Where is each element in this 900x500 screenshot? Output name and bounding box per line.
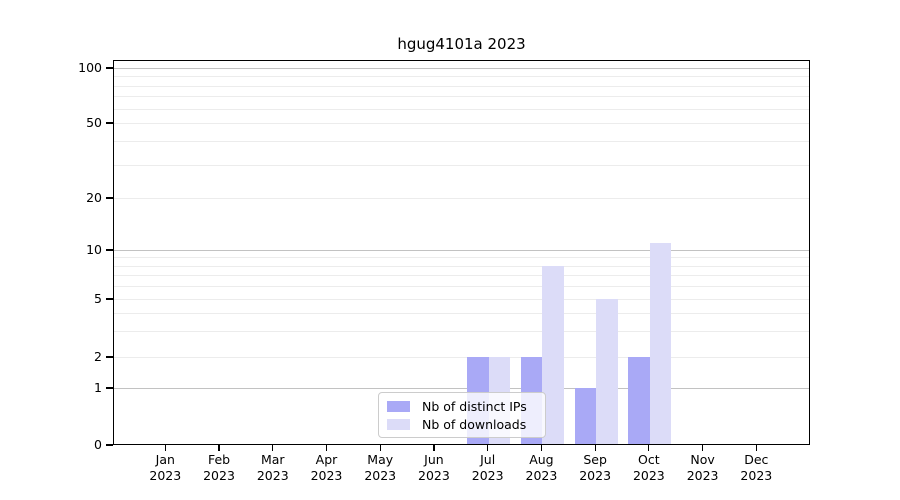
x-tick-mark — [164, 445, 166, 451]
legend-swatch — [387, 418, 410, 430]
y-tick-mark — [106, 122, 113, 124]
y-minor-gridline — [114, 123, 809, 124]
x-tick-label: Jul 2023 — [471, 452, 504, 483]
x-tick-label: Aug 2023 — [525, 452, 558, 483]
x-tick-mark — [433, 445, 435, 451]
x-tick-label: Sep 2023 — [579, 452, 612, 483]
y-tick-mark — [106, 67, 113, 69]
y-minor-gridline — [114, 96, 809, 98]
y-minor-gridline — [114, 164, 809, 166]
bar-distinct-ips — [628, 357, 650, 444]
y-minor-gridline — [114, 331, 809, 333]
y-minor-gridline — [114, 76, 809, 78]
x-tick-mark — [218, 445, 220, 451]
x-tick-mark — [379, 445, 381, 451]
y-minor-gridline — [114, 108, 809, 110]
y-tick-label: 2 — [94, 349, 102, 364]
x-tick-label: Dec 2023 — [740, 452, 773, 483]
x-tick-mark — [648, 445, 650, 451]
y-tick-mark — [106, 444, 113, 446]
y-minor-gridline — [114, 257, 809, 259]
legend-item-label: Nb of downloads — [422, 416, 527, 432]
x-tick-mark — [755, 445, 757, 451]
y-tick-label: 100 — [78, 60, 102, 75]
y-minor-gridline — [114, 357, 809, 358]
x-tick-mark — [540, 445, 542, 451]
bar-downloads — [542, 265, 564, 444]
y-minor-gridline — [114, 299, 809, 300]
y-major-gridline — [114, 250, 809, 251]
chart-title: hgug4101a 2023 — [397, 35, 526, 53]
y-tick-mark — [106, 356, 113, 358]
x-tick-mark — [325, 445, 328, 451]
y-minor-gridline — [114, 286, 809, 288]
y-tick-mark — [106, 197, 113, 199]
y-minor-gridline — [114, 313, 809, 315]
bar-downloads — [596, 299, 618, 444]
x-tick-mark — [594, 445, 596, 451]
y-tick-mark — [106, 298, 113, 300]
x-tick-label: Nov 2023 — [686, 452, 719, 483]
x-tick-mark — [272, 445, 274, 451]
x-tick-label: Feb 2023 — [203, 452, 235, 483]
y-minor-gridline — [114, 265, 809, 267]
y-minor-gridline — [114, 198, 809, 199]
legend-item: Nb of distinct IPs — [387, 398, 537, 414]
y-tick-mark — [106, 387, 113, 389]
y-tick-mark — [106, 249, 113, 251]
y-tick-label: 10 — [86, 242, 102, 257]
bar-distinct-ips — [574, 388, 597, 444]
x-tick-mark — [487, 445, 489, 451]
y-major-gridline — [114, 388, 809, 389]
x-tick-label: Jan 2023 — [149, 452, 182, 483]
legend: Nb of distinct IPs Nb of downloads — [378, 392, 546, 438]
plot-area — [113, 60, 810, 445]
y-tick-label: 1 — [94, 380, 102, 395]
y-minor-gridline — [114, 141, 809, 143]
y-major-gridline — [114, 68, 809, 69]
x-tick-label: Apr 2023 — [310, 452, 343, 483]
y-tick-label: 50 — [86, 115, 102, 130]
bar-downloads — [649, 242, 672, 444]
y-tick-label: 20 — [86, 190, 102, 205]
legend-swatch — [387, 400, 410, 412]
y-minor-gridline — [114, 275, 809, 277]
y-tick-label: 0 — [94, 437, 102, 452]
x-tick-label: May 2023 — [364, 452, 397, 483]
y-tick-label: 5 — [94, 291, 102, 306]
legend-item-label: Nb of distinct IPs — [422, 398, 527, 414]
x-tick-mark — [702, 445, 704, 451]
x-tick-label: Oct 2023 — [632, 452, 665, 483]
x-tick-label: Jun 2023 — [418, 452, 450, 483]
legend-item: Nb of downloads — [387, 416, 537, 432]
y-minor-gridline — [114, 85, 809, 87]
x-tick-label: Mar 2023 — [256, 452, 289, 483]
